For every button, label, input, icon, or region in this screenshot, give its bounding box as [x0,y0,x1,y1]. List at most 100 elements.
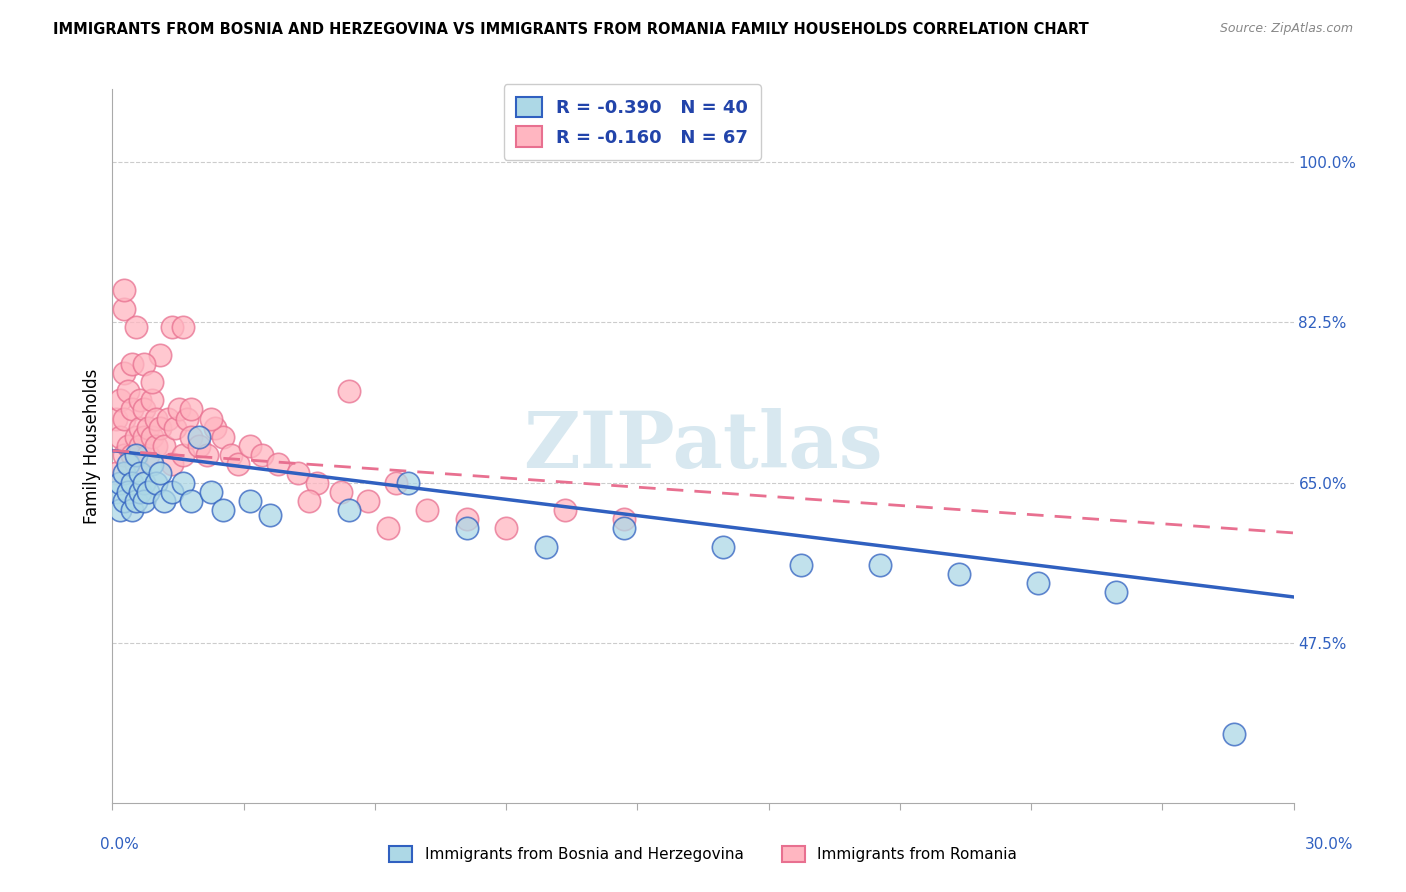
Point [172,475,194,490]
Point [176,411,198,425]
Point [132,357,155,371]
Point [307,475,329,490]
Point [112,448,135,462]
Point [121,448,143,462]
Point [105,484,128,499]
Point [298,494,321,508]
Point [136,448,159,462]
Point [200,411,222,425]
Point [125,458,148,472]
Point [149,420,172,434]
Point [149,347,172,361]
Y-axis label: Family Households: Family Households [83,368,101,524]
Point [172,320,194,334]
Point [239,439,262,453]
Text: 0.0%: 0.0% [100,838,139,852]
Point [1105,585,1128,599]
Point [149,467,172,481]
Point [337,503,360,517]
Point [180,430,202,444]
Point [129,393,152,408]
Point [145,475,167,490]
Point [495,521,517,535]
Point [160,458,183,472]
Point [136,484,159,499]
Point [195,448,218,462]
Point [105,467,128,481]
Point [337,384,360,398]
Point [112,284,135,298]
Point [141,393,163,408]
Point [948,567,970,582]
Point [172,448,194,462]
Point [117,484,139,499]
Point [110,475,132,490]
Point [145,439,167,453]
Point [613,521,636,535]
Point [534,540,557,554]
Point [141,430,163,444]
Point [180,402,202,417]
Legend: R = -0.390   N = 40, R = -0.160   N = 67: R = -0.390 N = 40, R = -0.160 N = 67 [503,84,761,160]
Point [125,320,148,334]
Point [132,402,155,417]
Point [377,521,399,535]
Point [125,430,148,444]
Point [145,411,167,425]
Point [129,439,152,453]
Point [169,402,191,417]
Point [141,458,163,472]
Point [112,301,135,316]
Point [112,411,135,425]
Point [1223,727,1246,741]
Point [117,439,139,453]
Point [132,430,155,444]
Point [160,320,183,334]
Text: IMMIGRANTS FROM BOSNIA AND HERZEGOVINA VS IMMIGRANTS FROM ROMANIA FAMILY HOUSEHO: IMMIGRANTS FROM BOSNIA AND HERZEGOVINA V… [53,22,1090,37]
Point [125,494,148,508]
Point [156,411,179,425]
Point [105,411,128,425]
Point [287,467,309,481]
Point [112,494,135,508]
Point [129,467,152,481]
Point [121,475,143,490]
Point [259,508,281,522]
Point [121,357,143,371]
Point [121,402,143,417]
Point [456,521,478,535]
Point [456,512,478,526]
Point [160,484,183,499]
Point [136,420,159,434]
Point [117,458,139,472]
Point [711,540,734,554]
Point [267,458,290,472]
Point [790,558,813,572]
Point [112,366,135,380]
Point [165,420,187,434]
Point [329,484,352,499]
Point [125,448,148,462]
Point [132,494,155,508]
Point [869,558,891,572]
Point [141,375,163,389]
Point [121,503,143,517]
Point [129,484,152,499]
Point [188,439,211,453]
Text: ZIPatlas: ZIPatlas [523,408,883,484]
Point [357,494,380,508]
Point [152,494,174,508]
Point [613,512,636,526]
Point [112,467,135,481]
Point [110,430,132,444]
Point [228,458,250,472]
Point [554,503,576,517]
Point [416,503,439,517]
Point [211,503,233,517]
Point [239,494,262,508]
Point [1026,576,1049,591]
Point [250,448,273,462]
Point [219,448,242,462]
Point [129,420,152,434]
Point [385,475,408,490]
